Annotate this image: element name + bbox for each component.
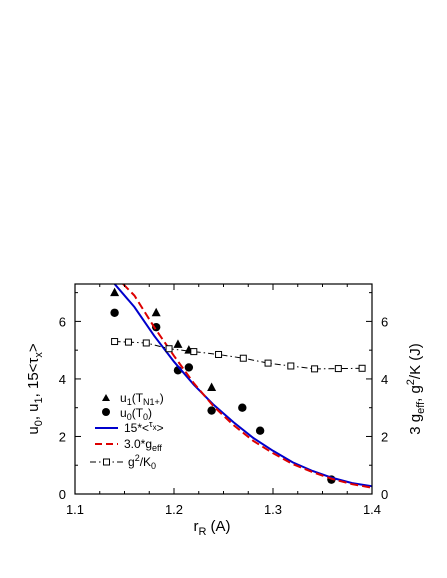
legend-entry-u0: u0(T0) [102,406,152,422]
series-4-point [165,345,173,353]
series-1-point [151,322,161,332]
series-4-point [111,338,119,346]
legend-label-geff: 3.0*geff [124,437,162,453]
legend-label-g2k0: g2/K0 [128,453,156,471]
legend-label-u0: u0(T0) [120,406,152,422]
series-4-point [264,359,272,367]
y-tick-label-left: 4 [59,372,66,387]
legend-marker-triangle [102,394,110,401]
series-1-point [238,403,247,412]
series-0-point [110,287,120,297]
x-tick-label: 1.4 [363,502,381,517]
legend: u1(TN1+) u0(T0) 15*<τx> 3.0*geff g2/K [90,391,164,471]
series-1-point [110,308,119,317]
x-tick-label: 1.3 [264,502,282,517]
series-4-point [358,364,366,372]
series-0-point [173,339,183,348]
y-tick-label-right: 0 [381,487,388,502]
y-axis-label-right: 3 geff, g2/K (J) [405,343,427,435]
series-0-point [151,307,161,317]
series-3-line [121,284,372,489]
series-4-point [311,365,319,373]
series-4-point [142,339,150,347]
legend-entry-u1: u1(TN1+) [102,391,164,407]
x-axis-label: rR (A) [193,518,230,538]
ticks-layer: 1.1 1.2 1.3 1.40 02 24 46 6 [59,284,388,517]
y-tick-label-left: 6 [59,314,66,329]
series-4-point [190,348,198,356]
y-tick-label-right: 6 [381,314,388,329]
y-tick-label-left: 0 [59,487,66,502]
series-4-point [215,350,223,358]
series-0-point [207,382,217,392]
series-1-point [207,406,216,415]
legend-entry-tau: 15*<τx> [95,419,164,435]
series-2-line [113,284,372,488]
legend-label-tau: 15*<τx> [124,419,164,435]
series-layer [110,284,372,489]
legend-marker-circle [102,408,110,416]
legend-marker-square [103,458,110,466]
y-tick-label-right: 2 [381,429,388,444]
series-1-point [255,426,265,435]
series-4-line [114,341,363,370]
y-axis-label-left: u0, u1, 15<τx> [25,343,45,435]
legend-label-u1: u1(TN1+) [120,391,164,407]
series-4-point [334,365,342,373]
series-4-point [124,338,132,346]
series-1-point [184,363,194,372]
legend-entry-g2k0: g2/K0 [90,453,156,471]
y-tick-label-left: 2 [59,429,66,444]
series-4-point [239,354,247,362]
legend-entry-geff: 3.0*geff [95,437,162,453]
y-tick-label-right: 4 [381,372,388,387]
series-4-point [287,362,295,370]
x-tick-label: 1.2 [165,502,183,517]
x-tick-label: 1.1 [66,502,84,517]
